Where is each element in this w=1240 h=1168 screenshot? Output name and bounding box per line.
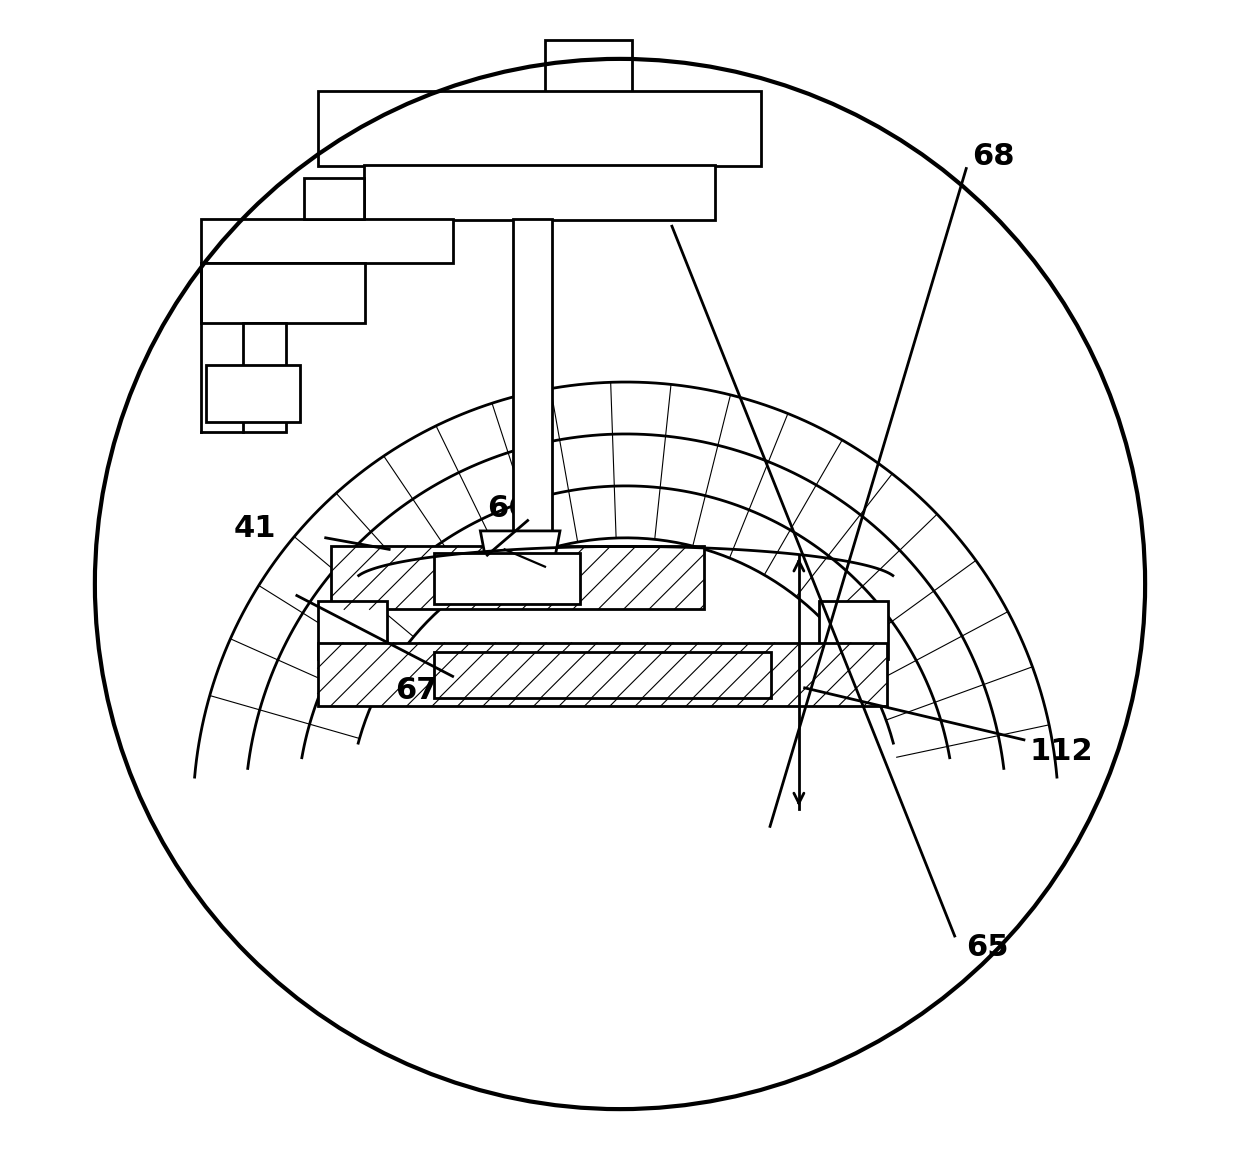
- Bar: [818, 656, 873, 682]
- Bar: [363, 165, 714, 221]
- Bar: [243, 324, 286, 432]
- Bar: [512, 220, 552, 556]
- Bar: [546, 41, 631, 92]
- Bar: [201, 220, 453, 263]
- Bar: [201, 263, 365, 324]
- Bar: [332, 656, 387, 682]
- Bar: [317, 602, 387, 659]
- Bar: [304, 178, 363, 220]
- Text: 67: 67: [396, 675, 438, 704]
- Bar: [434, 552, 579, 604]
- Bar: [434, 652, 771, 698]
- Bar: [331, 545, 704, 610]
- Text: 41: 41: [233, 514, 275, 543]
- Bar: [317, 642, 887, 707]
- Text: 68: 68: [972, 142, 1014, 172]
- Bar: [818, 602, 888, 659]
- Bar: [317, 91, 761, 166]
- Polygon shape: [480, 531, 560, 579]
- Text: 112: 112: [1029, 737, 1094, 766]
- Text: 65: 65: [966, 933, 1008, 962]
- Bar: [206, 364, 300, 423]
- Text: 66: 66: [487, 494, 529, 523]
